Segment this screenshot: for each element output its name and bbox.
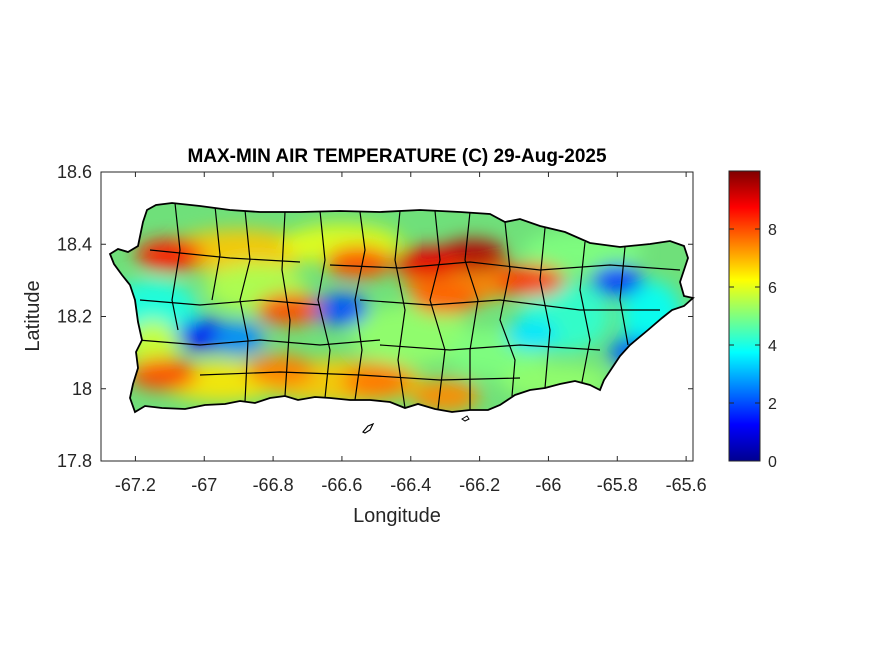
x-tick-label: -67.2	[115, 475, 156, 495]
municipality-boundary	[137, 339, 381, 346]
colorbar-ticks: 0 2 4 6 8	[729, 222, 777, 471]
y-tick-label: 18.2	[57, 307, 92, 327]
x-tick-label: -66.2	[459, 475, 500, 495]
caja-de-muertos-islet	[461, 415, 470, 422]
colorbar-tick-label: 2	[768, 396, 777, 413]
municipality-boundary	[359, 299, 660, 311]
x-tick-label: -65.6	[666, 475, 707, 495]
temperature-hotspot	[393, 246, 462, 279]
municipality-boundary	[149, 249, 301, 263]
municipality-boundary	[539, 227, 551, 389]
temperature-coldspot	[212, 322, 265, 355]
temperature-hotspot	[342, 365, 411, 398]
x-tick-label: -66.4	[390, 475, 431, 495]
x-tick-label: -66.6	[321, 475, 362, 495]
temperature-hotspot	[135, 239, 204, 272]
temperature-hotspot	[245, 354, 314, 387]
x-tick-label: -66.8	[253, 475, 294, 495]
y-axis-label: Latitude	[22, 280, 44, 351]
temperature-hotspot	[411, 282, 480, 315]
municipality-boundary	[329, 261, 681, 271]
y-tick-label: 18	[72, 379, 92, 399]
temperature-map	[108, 202, 695, 434]
municipality-boundary	[429, 210, 446, 410]
y-tick-label: 17.8	[57, 451, 92, 471]
colorbar-tick-label: 6	[768, 280, 777, 297]
temperature-coldspot	[315, 293, 368, 326]
municipality-boundary	[171, 203, 181, 331]
colorbar-tick-label: 0	[768, 454, 777, 471]
x-tick-label: -65.8	[597, 475, 638, 495]
municipality-boundary	[579, 241, 591, 383]
temperature-coldspot	[591, 264, 644, 297]
municipality-boundary	[239, 209, 251, 403]
x-tick-label: -66	[535, 475, 561, 495]
chart-title: MAX-MIN AIR TEMPERATURE (C) 29-Aug-2025	[187, 146, 607, 167]
colorbar: 0 2 4 6 8	[728, 170, 777, 471]
municipality-boundary	[211, 205, 221, 301]
y-axis: 18.6 18.4 18.2 18 17.8	[57, 162, 693, 471]
colorbar-tick-label: 8	[768, 222, 777, 239]
x-axis-label: Longitude	[353, 505, 441, 527]
y-tick-label: 18.6	[57, 162, 92, 182]
municipality-boundary	[139, 299, 321, 306]
municipality-boundaries	[137, 203, 681, 410]
municipality-boundary	[394, 210, 406, 409]
municipality-boundary	[354, 211, 366, 401]
temperature-coldspot	[505, 318, 558, 351]
colorbar-gradient	[728, 170, 761, 462]
vieques-islet	[362, 422, 375, 434]
y-tick-label: 18.4	[57, 234, 92, 254]
municipality-boundary	[379, 344, 601, 351]
temperature-hotspot	[411, 379, 480, 412]
municipality-boundary	[199, 371, 521, 381]
x-axis: -67.2 -67 -66.8 -66.6 -66.4 -66.2 -66 -65.8 -65.…	[115, 172, 707, 495]
municipality-boundary	[317, 210, 331, 399]
temperature-band	[168, 229, 309, 274]
temperature-hotspot	[497, 264, 566, 297]
temperature-hotspot	[325, 246, 394, 279]
x-tick-label: -67	[191, 475, 217, 495]
municipality-boundary	[499, 221, 516, 397]
municipality-boundary	[464, 211, 479, 410]
municipality-boundary	[619, 246, 629, 346]
municipality-boundary	[281, 211, 291, 397]
colorbar-tick-label: 4	[768, 338, 777, 355]
island-outline	[108, 202, 695, 414]
temperature-hotspot	[128, 358, 197, 391]
temperature-field	[110, 224, 682, 412]
